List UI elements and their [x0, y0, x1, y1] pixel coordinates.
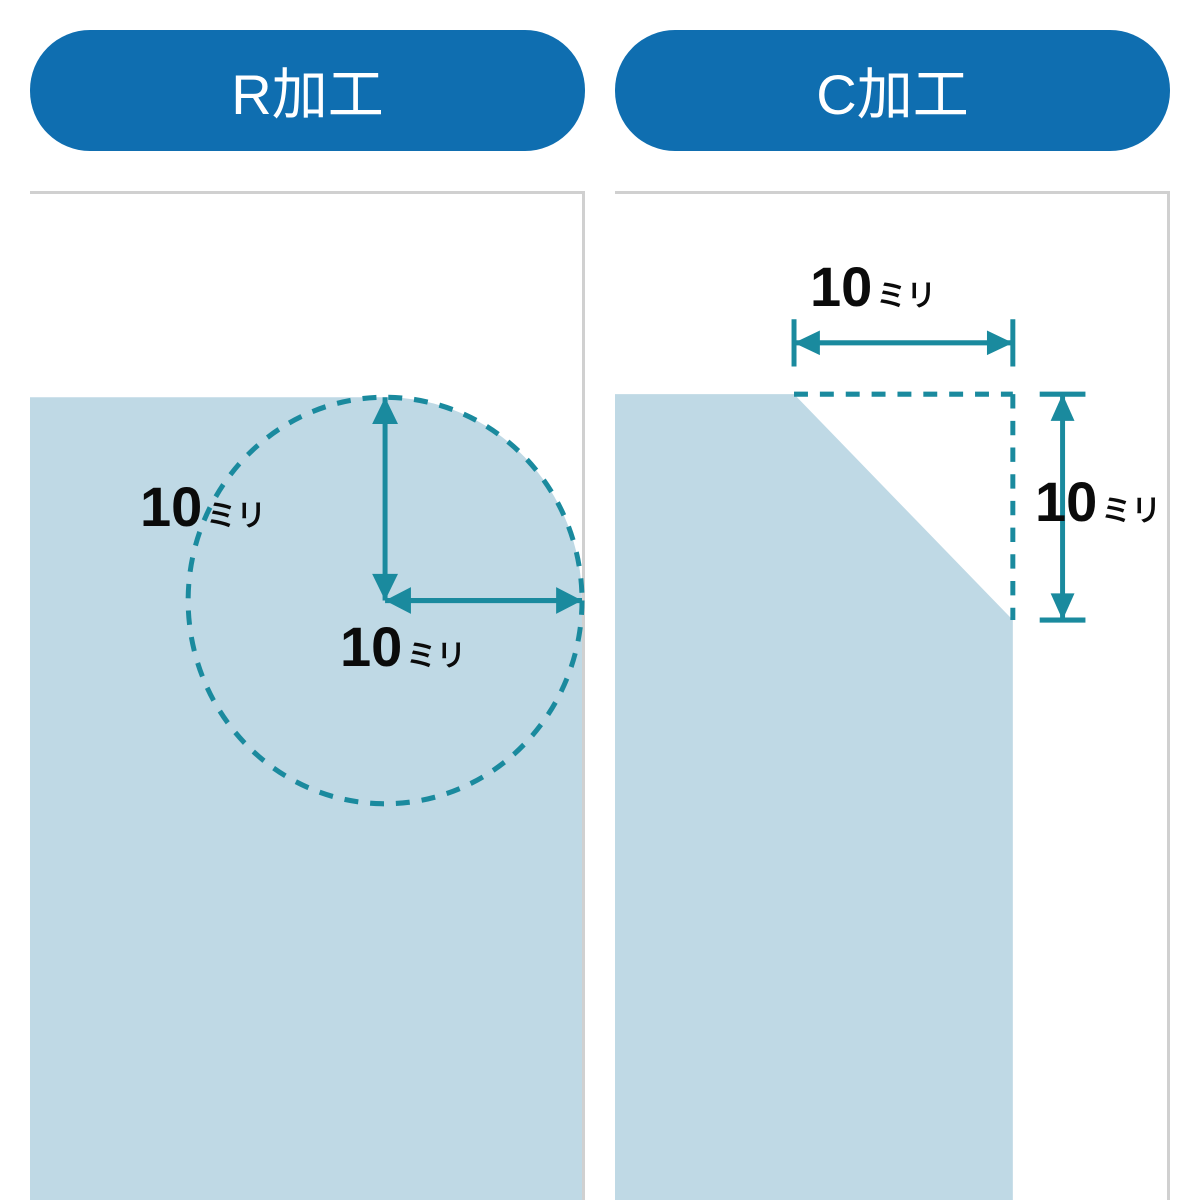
- r-label-horizontal: 10ミリ: [340, 614, 466, 679]
- r-label-horizontal-unit: ミリ: [406, 631, 466, 675]
- r-panel: R加工: [30, 30, 585, 1200]
- r-diagram-box: 10ミリ 10ミリ: [30, 191, 585, 1200]
- r-header-pill: R加工: [30, 30, 585, 151]
- c-panel: C加工: [615, 30, 1170, 1200]
- c-diagram-box: 10ミリ 10ミリ: [615, 191, 1170, 1200]
- c-arrow-horizontal: [794, 319, 1013, 366]
- c-shape: [615, 394, 1013, 1200]
- r-label-horizontal-num: 10: [340, 614, 402, 679]
- r-label-vertical-unit: ミリ: [206, 491, 266, 535]
- c-label-horizontal: 10ミリ: [810, 254, 936, 319]
- c-label-vertical-num: 10: [1035, 469, 1097, 534]
- c-header-text: C加工: [816, 63, 968, 126]
- r-diagram-svg: [30, 194, 582, 1200]
- c-label-horizontal-unit: ミリ: [876, 271, 936, 315]
- r-label-vertical-num: 10: [140, 474, 202, 539]
- r-header-text: R加工: [231, 63, 383, 126]
- c-label-horizontal-num: 10: [810, 254, 872, 319]
- r-shape: [30, 397, 582, 1200]
- r-label-vertical: 10ミリ: [140, 474, 266, 539]
- c-header-pill: C加工: [615, 30, 1170, 151]
- c-diagram-svg: [615, 194, 1167, 1200]
- c-label-vertical-unit: ミリ: [1101, 486, 1161, 530]
- c-label-vertical: 10ミリ: [1035, 469, 1161, 534]
